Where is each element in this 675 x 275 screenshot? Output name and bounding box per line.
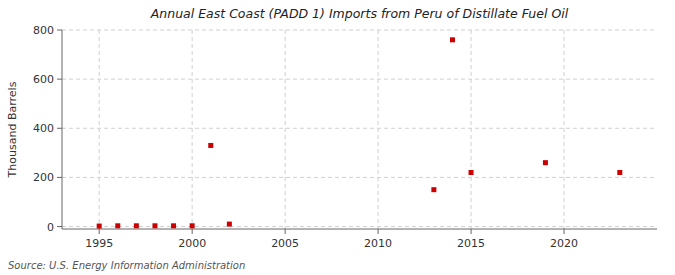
y-tick-label: 400 [33,122,54,135]
y-tick [57,128,62,129]
x-tick-label: 2015 [457,237,485,250]
point [208,143,213,148]
x-tick [378,229,379,234]
y-tick-label: 0 [47,221,54,234]
chart: 0 200 400 600 800 1995 2000 2005 2010 2015 2020 Ann… [0,0,675,275]
background [0,0,675,275]
y-tick [57,226,62,227]
y-tick-label: 800 [33,24,54,37]
x-tick [99,229,100,234]
point [227,222,232,227]
source-note: Source: U.S. Energy Information Administ… [8,260,245,271]
x-tick-label: 1995 [85,237,113,250]
y-grid-line [62,128,657,129]
x-tick [192,229,193,234]
y-tick [57,30,62,31]
x-tick-label: 2020 [550,237,578,250]
point [543,160,548,165]
y-axis-line [62,30,63,229]
x-tick [471,229,472,234]
y-grid-line [62,79,657,80]
x-grid-line [192,30,193,229]
x-tick-label: 2010 [364,237,392,250]
chart-container: 0 200 400 600 800 1995 2000 2005 2010 2015 2020 Ann… [0,0,675,275]
point [450,37,455,42]
point [617,170,622,175]
x-grid-line [378,30,379,229]
point [190,223,195,228]
y-tick-label: 200 [33,171,54,184]
x-axis-line [62,229,657,230]
x-tick-label: 2000 [178,237,206,250]
y-grid-line [62,30,657,31]
x-grid-line [471,30,472,229]
point [469,170,474,175]
x-tick-label: 2005 [271,237,299,250]
point [134,223,139,228]
point [171,223,176,228]
point [431,187,436,192]
y-tick [57,79,62,80]
x-grid-line [285,30,286,229]
x-tick [285,229,286,234]
points [97,37,623,228]
point [97,224,102,229]
x-grid-line [99,30,100,229]
y-tick [57,177,62,178]
y-grid-line [62,226,657,227]
y-grid-line [62,177,657,178]
y-axis-label: Thousand Barrels [6,81,19,178]
x-tick [564,229,565,234]
grid [62,30,657,229]
title: Annual East Coast (PADD 1) Imports from … [150,6,569,21]
x-grid-line [564,30,565,229]
axes: 0 200 400 600 800 1995 2000 2005 2010 2015 2020 [33,24,657,250]
point [152,223,157,228]
y-tick-label: 600 [33,73,54,86]
point [115,223,120,228]
